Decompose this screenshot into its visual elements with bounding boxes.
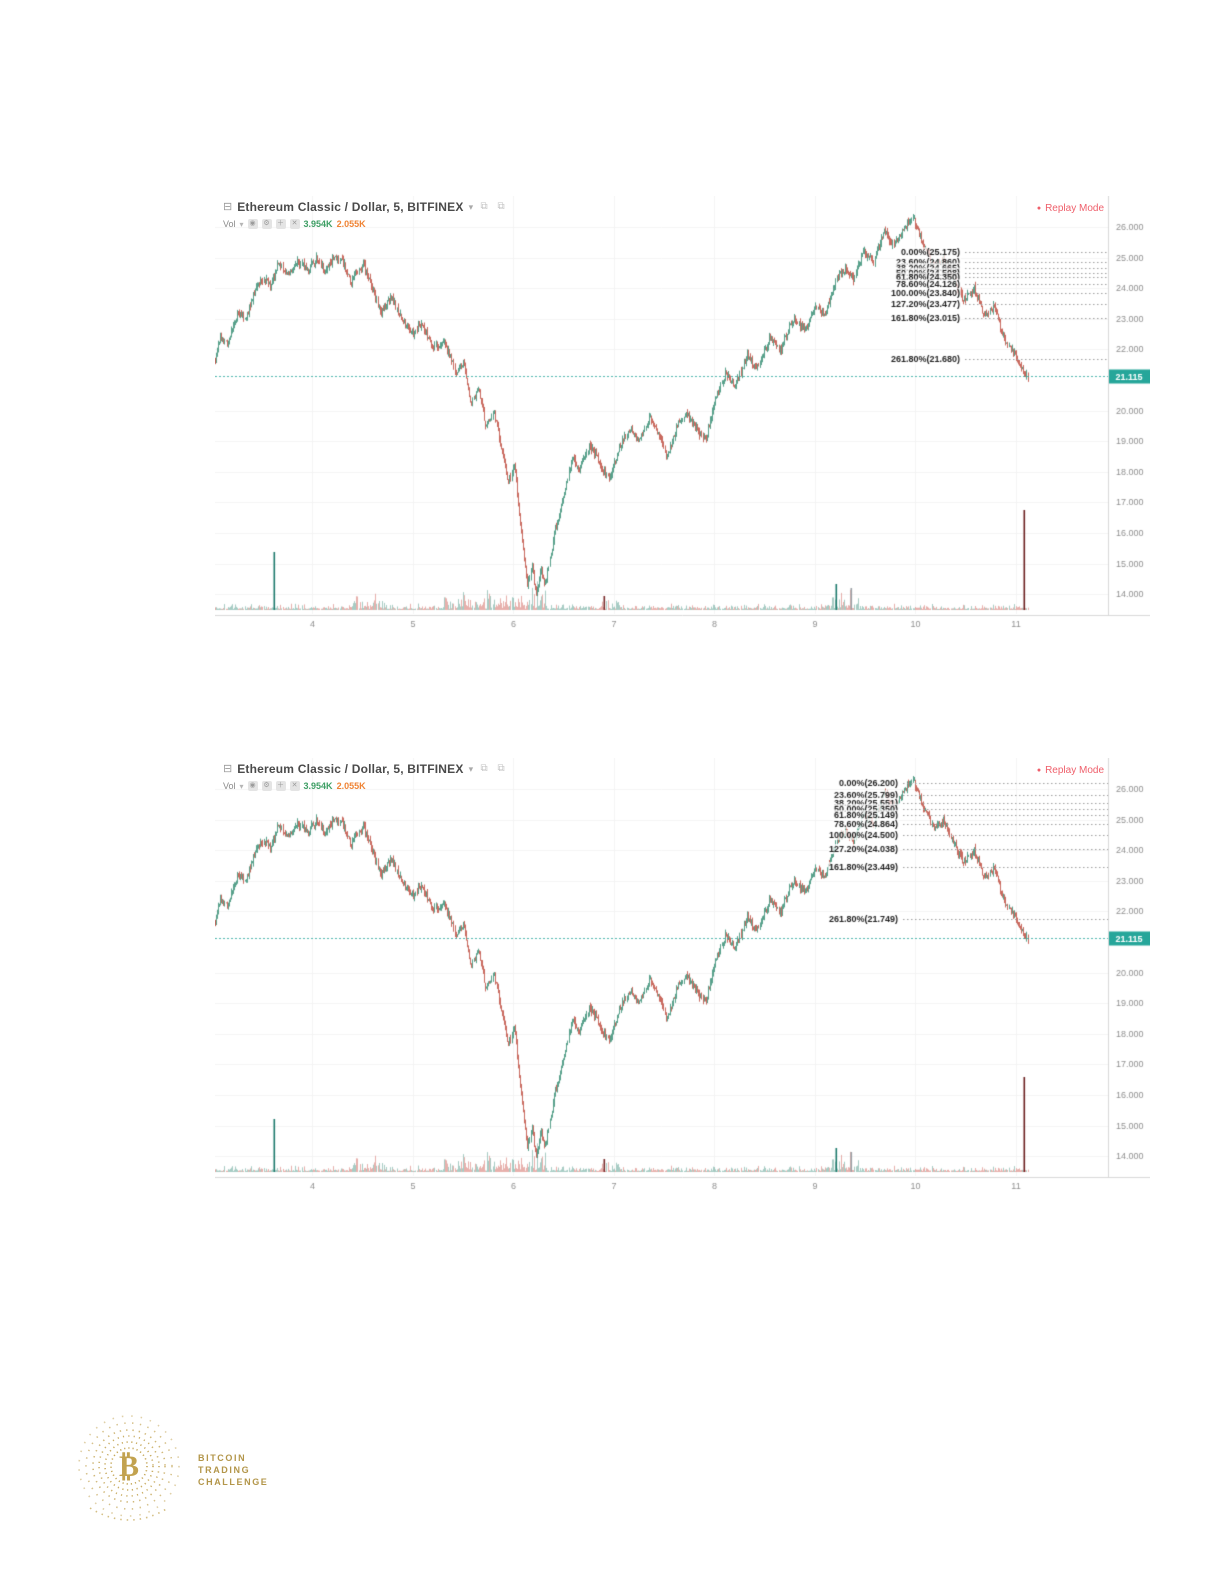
eye-icon[interactable]: ◉: [247, 219, 258, 229]
replay-mode-button[interactable]: ● Replay Mode: [1037, 765, 1104, 776]
chevron-down-icon[interactable]: ▾: [468, 201, 474, 212]
replay-mode-button[interactable]: ● Replay Mode: [1037, 203, 1104, 214]
price-chart-canvas-1[interactable]: [215, 196, 1150, 632]
bitcoin-sunburst-icon: ₿: [78, 1415, 180, 1521]
chart-title: Ethereum Classic / Dollar, 5, BITFINEX: [237, 200, 464, 214]
bitcoin-trading-challenge-logo: ₿ BITCOIN TRADING CHALLENGE: [70, 1408, 268, 1532]
chevron-down-icon[interactable]: ▾: [468, 763, 474, 774]
logo-line-2: TRADING: [198, 1464, 251, 1475]
replay-dot-icon: ●: [1036, 204, 1042, 212]
bitcoin-symbol: ₿: [119, 1450, 139, 1483]
gear-icon[interactable]: ⚙: [261, 219, 272, 229]
close-icon[interactable]: ✕: [289, 781, 300, 791]
price-chart-canvas-2[interactable]: [215, 758, 1150, 1194]
replay-label: Replay Mode: [1045, 203, 1104, 214]
volume-value-green: 3.954K: [303, 219, 333, 229]
volume-value-green: 3.954K: [303, 781, 333, 791]
detach-icon[interactable]: ⧉: [497, 201, 505, 212]
volume-label: Vol: [223, 781, 236, 791]
chart-panel-1: ⊟ Ethereum Classic / Dollar, 5, BITFINEX…: [215, 196, 1150, 632]
volume-value-orange: 2.055K: [336, 781, 366, 791]
chart-header-1: ⊟ Ethereum Classic / Dollar, 5, BITFINEX…: [223, 200, 507, 214]
volume-legend-1: Vol ▾ ◉ ⚙ ＋ ✕ 3.954K 2.055K: [223, 219, 366, 229]
logo-line-3: CHALLENGE: [198, 1476, 269, 1487]
collapse-icon[interactable]: ⊟: [223, 200, 233, 213]
chevron-down-icon[interactable]: ▾: [239, 781, 244, 791]
volume-legend-2: Vol ▾ ◉ ⚙ ＋ ✕ 3.954K 2.055K: [223, 781, 366, 791]
collapse-icon[interactable]: ⊟: [223, 762, 233, 775]
volume-label: Vol: [223, 219, 236, 229]
chevron-down-icon[interactable]: ▾: [239, 219, 244, 229]
close-icon[interactable]: ✕: [289, 219, 300, 229]
chart-header-2: ⊟ Ethereum Classic / Dollar, 5, BITFINEX…: [223, 762, 507, 776]
chart-title: Ethereum Classic / Dollar, 5, BITFINEX: [237, 762, 464, 776]
gear-icon[interactable]: ⚙: [261, 781, 272, 791]
compare-icon[interactable]: ⧉: [480, 763, 488, 774]
replay-label: Replay Mode: [1045, 765, 1104, 776]
add-icon[interactable]: ＋: [275, 781, 286, 791]
compare-icon[interactable]: ⧉: [480, 201, 488, 212]
volume-value-orange: 2.055K: [336, 219, 366, 229]
detach-icon[interactable]: ⧉: [497, 763, 505, 774]
add-icon[interactable]: ＋: [275, 219, 286, 229]
replay-dot-icon: ●: [1036, 766, 1042, 774]
eye-icon[interactable]: ◉: [247, 781, 258, 791]
logo-wordmark: BITCOIN TRADING CHALLENGE: [198, 1453, 268, 1488]
logo-line-1: BITCOIN: [198, 1452, 247, 1463]
chart-panel-2: ⊟ Ethereum Classic / Dollar, 5, BITFINEX…: [215, 758, 1150, 1194]
